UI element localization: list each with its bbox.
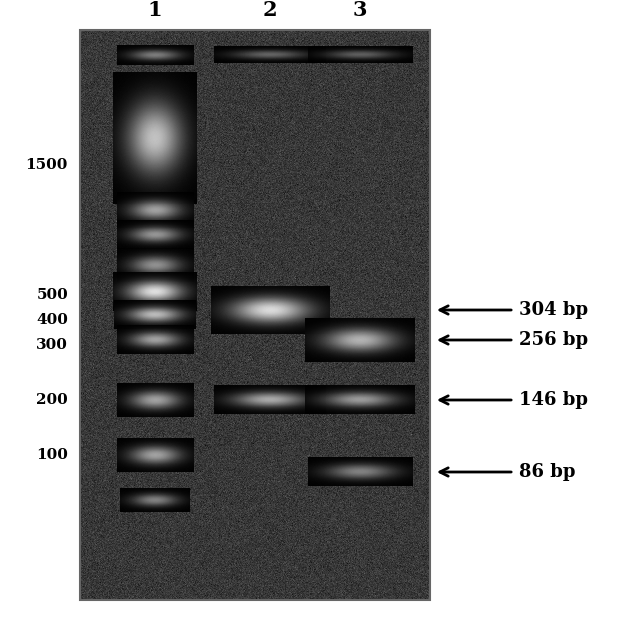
- Text: 300: 300: [36, 338, 68, 352]
- Text: 100: 100: [36, 448, 68, 462]
- Text: 200: 200: [36, 393, 68, 407]
- Text: 3: 3: [353, 0, 367, 20]
- Text: 146 bp: 146 bp: [519, 391, 588, 409]
- Text: 1: 1: [148, 0, 162, 20]
- Text: 1500: 1500: [25, 158, 68, 172]
- Text: 86 bp: 86 bp: [519, 463, 576, 481]
- Text: 2: 2: [263, 0, 278, 20]
- Bar: [80, 30, 430, 600]
- Text: 256 bp: 256 bp: [519, 331, 588, 349]
- Text: 304 bp: 304 bp: [519, 301, 588, 319]
- Text: 400: 400: [36, 313, 68, 327]
- Text: 500: 500: [36, 288, 68, 302]
